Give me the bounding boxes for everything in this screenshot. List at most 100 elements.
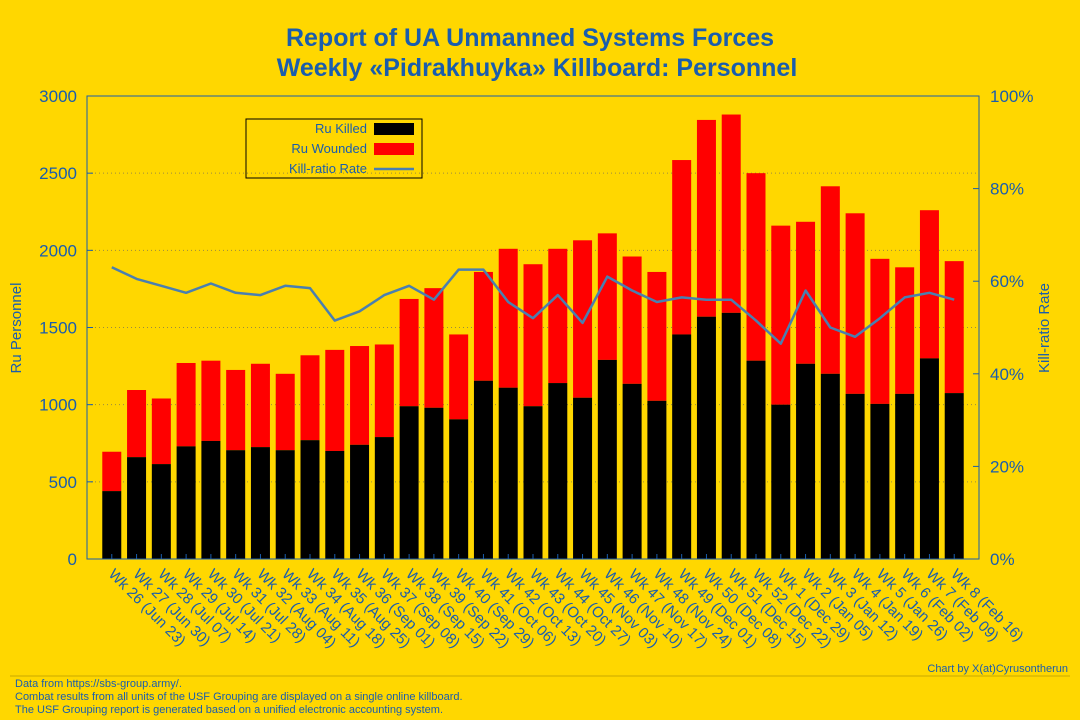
y-axis-left: 0 500 1000 1500 2000 2500 3000 <box>39 87 93 569</box>
bar-wounded <box>696 119 716 317</box>
bar-wounded <box>895 267 915 394</box>
bar-wounded <box>102 451 122 492</box>
legend-label-kill-ratio: Kill-ratio Rate <box>289 161 367 176</box>
bar-killed <box>647 400 667 559</box>
y-tick-label: 2500 <box>39 164 77 183</box>
bar-wounded <box>870 258 890 404</box>
bar-wounded <box>771 225 791 405</box>
bar-wounded <box>647 271 667 401</box>
bar-wounded <box>597 233 617 360</box>
bar-wounded <box>573 240 593 398</box>
bar-wounded <box>721 114 741 313</box>
bar-killed <box>796 363 816 559</box>
footer-note-1: Combat results from all units of the USF… <box>15 691 463 703</box>
bar-wounded <box>449 334 469 420</box>
y-axis-label: Ru Personnel <box>8 283 25 374</box>
bar-wounded <box>151 398 171 465</box>
bar-wounded <box>300 355 320 441</box>
y2-tick-label: 20% <box>990 457 1024 476</box>
bar-killed <box>127 457 147 559</box>
bar-killed <box>672 334 692 559</box>
y-tick-label: 1000 <box>39 396 77 415</box>
bar-killed <box>473 380 493 559</box>
bar-wounded <box>498 248 518 388</box>
bar-killed <box>399 406 419 559</box>
y-tick-label: 1500 <box>39 319 77 338</box>
y-axis-right: 0% 20% 40% 60% 80% 100% <box>973 87 1033 569</box>
y2-tick-label: 60% <box>990 272 1024 291</box>
y2-tick-label: 100% <box>990 87 1033 106</box>
y-tick-label: 3000 <box>39 87 77 106</box>
x-axis: Wk 26 (Jun 23)Wk 27 (Jun 30)Wk 28 (Jul 0… <box>105 554 1027 652</box>
footer-note-2: The USF Grouping report is generated bas… <box>15 704 444 716</box>
kill-ratio-line <box>111 266 955 345</box>
legend-box <box>245 118 423 179</box>
bar-killed <box>374 437 394 559</box>
bar-killed <box>597 359 617 559</box>
bar-wounded <box>523 264 543 407</box>
bar-killed <box>523 406 543 559</box>
y-tick-label: 2000 <box>39 241 77 260</box>
bar-killed <box>300 440 320 559</box>
bar-wounded <box>399 298 419 407</box>
bar-wounded <box>746 173 766 361</box>
y2-tick-label: 40% <box>990 365 1024 384</box>
bar-wounded <box>473 271 493 381</box>
bar-wounded <box>325 349 345 451</box>
legend-swatch-wounded <box>374 143 414 155</box>
bar-wounded <box>226 369 246 451</box>
bar-killed <box>820 373 840 559</box>
chart-title-line2: Weekly «Pidrakhuyka» Killboard: Personne… <box>277 54 798 82</box>
y2-axis-label: Kill-ratio Rate <box>1036 283 1053 373</box>
bar-killed <box>919 358 939 559</box>
bars-group <box>102 114 964 559</box>
bar-wounded <box>424 288 444 408</box>
bar-killed <box>151 464 171 559</box>
kill-ratio-line-group <box>111 266 955 345</box>
y-tick-label: 500 <box>49 473 77 492</box>
bar-killed <box>895 393 915 559</box>
bar-killed <box>498 387 518 559</box>
bar-killed <box>201 440 221 559</box>
bar-killed <box>275 450 295 559</box>
bar-killed <box>548 383 568 559</box>
y2-tick-label: 80% <box>990 180 1024 199</box>
bar-killed <box>771 404 791 559</box>
bar-killed <box>721 312 741 559</box>
bar-killed <box>449 419 469 559</box>
bar-wounded <box>919 210 939 359</box>
bar-killed <box>350 444 370 559</box>
bar-wounded <box>127 390 147 458</box>
legend-label-killed: Ru Killed <box>315 121 367 136</box>
bar-wounded <box>944 261 964 394</box>
y-tick-label: 0 <box>68 550 77 569</box>
legend-swatch-killed <box>374 123 414 135</box>
bar-killed <box>845 393 865 559</box>
bar-wounded <box>845 213 865 394</box>
bar-killed <box>870 403 890 559</box>
bar-killed <box>176 446 196 559</box>
bar-wounded <box>201 360 221 441</box>
footer-source: Data from https://sbs-group.army/. <box>15 678 182 690</box>
bar-wounded <box>275 373 295 451</box>
bar-wounded <box>820 186 840 374</box>
bar-wounded <box>374 344 394 438</box>
bar-killed <box>102 491 122 559</box>
bar-wounded <box>250 363 270 448</box>
bar-killed <box>944 393 964 559</box>
chart-title-line1: Report of UA Unmanned Systems Forces <box>286 24 774 52</box>
bar-wounded <box>176 362 196 447</box>
y2-tick-label: 0% <box>990 550 1015 569</box>
legend-label-wounded: Ru Wounded <box>291 141 367 156</box>
bar-wounded <box>350 346 370 445</box>
bar-killed <box>696 316 716 559</box>
bar-wounded <box>548 248 568 384</box>
bar-killed <box>226 450 246 559</box>
bar-killed <box>424 407 444 559</box>
bar-wounded <box>672 160 692 335</box>
bar-killed <box>325 450 345 559</box>
bar-killed <box>250 447 270 559</box>
bar-killed <box>746 360 766 559</box>
chart-credit: Chart by X(at)Cyrusontherun <box>927 663 1068 675</box>
